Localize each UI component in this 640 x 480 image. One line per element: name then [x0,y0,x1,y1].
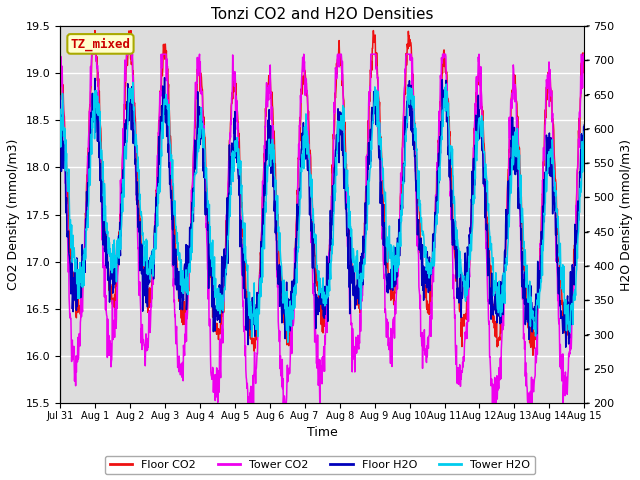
X-axis label: Time: Time [307,426,337,440]
Text: TZ_mixed: TZ_mixed [70,37,131,50]
Y-axis label: CO2 Density (mmol/m3): CO2 Density (mmol/m3) [7,139,20,290]
Legend: Floor CO2, Tower CO2, Floor H2O, Tower H2O: Floor CO2, Tower CO2, Floor H2O, Tower H… [105,456,535,474]
Y-axis label: H2O Density (mmol/m3): H2O Density (mmol/m3) [620,139,633,290]
Title: Tonzi CO2 and H2O Densities: Tonzi CO2 and H2O Densities [211,7,433,22]
